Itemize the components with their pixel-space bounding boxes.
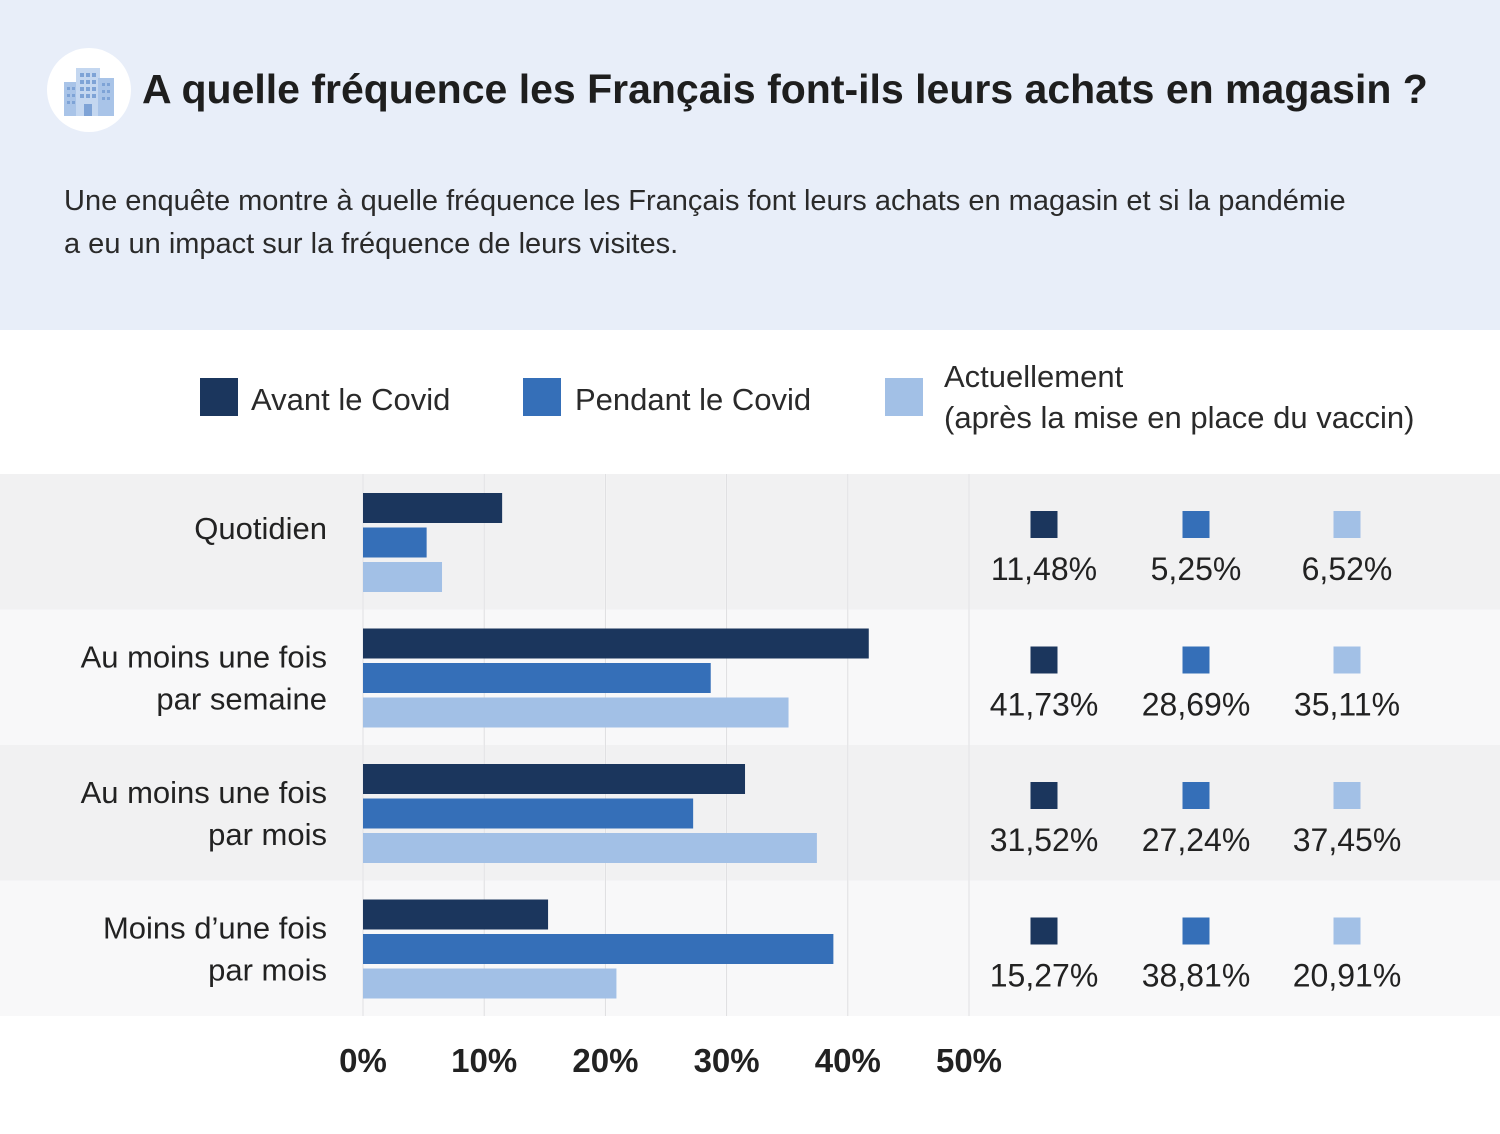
category-label: Moins d’une fois — [103, 910, 327, 945]
data-label: 6,52% — [1302, 551, 1393, 587]
x-tick-label: 40% — [815, 1042, 881, 1079]
bar — [363, 663, 711, 693]
legend-label-avant: Avant le Covid — [251, 382, 451, 417]
value-swatch — [1333, 917, 1361, 945]
category-label: Au moins une fois — [81, 639, 327, 674]
x-tick-label: 0% — [339, 1042, 387, 1079]
bar — [363, 697, 789, 728]
data-label: 27,24% — [1142, 822, 1251, 858]
value-swatch — [1182, 646, 1210, 674]
category-label: Quotidien — [194, 511, 327, 546]
category-label: Au moins une fois — [81, 775, 327, 810]
value-swatch — [1182, 511, 1210, 538]
value-swatch — [1030, 511, 1058, 538]
data-label: 37,45% — [1293, 822, 1402, 858]
bar — [363, 628, 869, 659]
legend-label-actuellement-line1: Actuellement — [944, 359, 1124, 394]
data-label: 28,69% — [1142, 687, 1251, 723]
bar — [363, 764, 746, 794]
page-title: A quelle fréquence les Français font-ils… — [142, 66, 1428, 112]
value-swatch — [1182, 917, 1210, 945]
legend-swatch-avant — [200, 378, 238, 416]
value-swatch — [1333, 782, 1361, 809]
data-label: 41,73% — [990, 687, 1099, 723]
x-tick-label: 30% — [694, 1042, 760, 1079]
data-label: 31,52% — [990, 822, 1099, 858]
value-swatch — [1030, 782, 1058, 809]
x-tick-label: 20% — [572, 1042, 638, 1079]
x-tick-label: 10% — [451, 1042, 517, 1079]
logo-badge — [47, 48, 131, 132]
legend-swatch-actuellement — [885, 378, 923, 416]
bar — [363, 899, 549, 930]
legend-swatch-pendant — [523, 378, 561, 416]
row-band — [0, 474, 1500, 610]
bar — [363, 527, 427, 558]
data-label: 38,81% — [1142, 958, 1251, 994]
category-label: par mois — [208, 952, 327, 987]
value-swatch — [1333, 511, 1361, 538]
x-tick-label: 50% — [936, 1042, 1002, 1079]
bar — [363, 934, 834, 964]
category-label: par mois — [208, 817, 327, 852]
data-label: 20,91% — [1293, 958, 1402, 994]
header: A quelle fréquence les Français font-ils… — [0, 0, 1500, 330]
page-subtitle: Une enquête montre à quelle fréquence le… — [64, 185, 1346, 260]
legend-label-actuellement-line2: (après la mise en place du vaccin) — [944, 400, 1415, 435]
bar — [363, 798, 694, 829]
bar — [363, 493, 503, 523]
data-label: 11,48% — [991, 551, 1097, 587]
legend-label-pendant: Pendant le Covid — [575, 382, 812, 417]
value-swatch — [1030, 917, 1058, 945]
value-swatch — [1333, 646, 1361, 674]
bar — [363, 833, 817, 863]
bar — [363, 562, 443, 592]
value-swatch — [1182, 782, 1210, 809]
data-label: 15,27% — [990, 958, 1099, 994]
value-swatch — [1030, 646, 1058, 674]
building-icon — [64, 68, 114, 116]
data-label: 5,25% — [1151, 551, 1242, 587]
bar — [363, 968, 617, 999]
category-label: par semaine — [156, 681, 327, 716]
data-label: 35,11% — [1294, 687, 1400, 723]
